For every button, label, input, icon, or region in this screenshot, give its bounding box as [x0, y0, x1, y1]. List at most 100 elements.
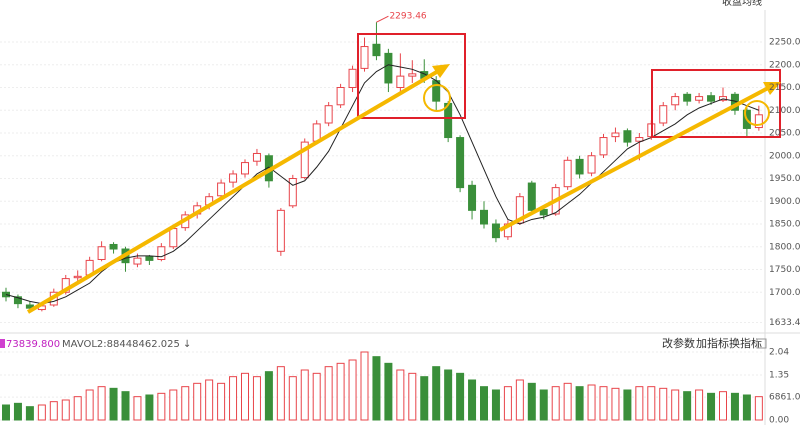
ma1-marker [0, 339, 5, 348]
volume-bar [539, 389, 548, 421]
volume-bar [659, 387, 668, 421]
candle-body [336, 87, 345, 106]
highlight-box [357, 33, 466, 119]
volume-bar [503, 386, 512, 421]
volume-bar [730, 392, 739, 421]
candle-body [252, 152, 261, 162]
candle-body [695, 96, 704, 101]
candle-body [13, 296, 22, 305]
volume-bar [348, 359, 357, 421]
candle-body [396, 75, 405, 88]
candle-body [133, 257, 142, 265]
volume-bar [2, 404, 10, 421]
y-tick-label: 2250.00 [769, 38, 800, 48]
candle-body [432, 80, 441, 102]
candle-body [360, 46, 369, 69]
candle-body [754, 114, 763, 129]
candle-body [539, 208, 548, 216]
volume-bar [384, 362, 393, 421]
y-tick-label: 1700.00 [769, 288, 800, 298]
volume-bar [707, 392, 716, 421]
close-button[interactable] [756, 338, 767, 349]
button[interactable]: 加指标 [696, 336, 729, 350]
y-tick-label: 1950.00 [769, 174, 800, 184]
y-tick-label: 1900.00 [769, 197, 800, 207]
candle-body [348, 68, 357, 89]
volume-bar [193, 382, 202, 421]
candle-body [659, 105, 668, 124]
volume-bar [25, 406, 34, 421]
button[interactable]: 换指标 [729, 336, 762, 350]
volume-bar [623, 389, 632, 421]
candle-body [288, 178, 297, 207]
volume-bar [372, 356, 381, 421]
volume-bar [396, 369, 405, 421]
volume-bar [408, 372, 417, 421]
volume-bar [169, 389, 178, 421]
candle-body [276, 209, 285, 252]
candle-body [623, 130, 632, 143]
volume-bar [241, 372, 249, 421]
volume-bar [205, 379, 214, 421]
volume-bar [575, 386, 584, 421]
volume-bar [599, 386, 608, 421]
y-tick-label: 6861.00 [769, 393, 800, 403]
candle-body [408, 73, 417, 77]
volume-bar [73, 396, 82, 421]
y-tick-label: 2000.00 [769, 151, 800, 161]
volume-bar [444, 369, 453, 421]
y-tick-label: 1633.41 [769, 318, 800, 328]
candle-body [61, 278, 70, 293]
ma1-value: 73839.800 [6, 339, 60, 350]
volume-bar [515, 379, 524, 421]
candle-body [468, 184, 477, 211]
volume-bar [61, 399, 70, 421]
candle-body [599, 137, 608, 156]
candle-body [169, 228, 178, 248]
volume-bar [456, 372, 465, 421]
highlight-circle [744, 100, 770, 126]
volume-bar [252, 376, 261, 421]
candle-body [515, 196, 524, 224]
volume-bar [288, 376, 297, 421]
trend-arrow [499, 85, 771, 232]
candle-body [109, 243, 118, 250]
y-tick-label: 1.35 [769, 371, 789, 381]
volume-bar [742, 394, 751, 421]
candle-body [671, 96, 680, 106]
volume-bar [695, 389, 704, 421]
candle-body [456, 137, 465, 189]
arrow-head [763, 82, 781, 95]
volume-bar [754, 396, 763, 421]
volume-bar [181, 386, 190, 421]
button[interactable]: 改参数 [662, 336, 695, 350]
volume-bar [360, 351, 369, 421]
volume-bar [683, 391, 692, 421]
volume-bar [480, 386, 488, 421]
ma-line [5, 64, 760, 305]
candle-body [587, 155, 596, 174]
volume-bar [587, 384, 596, 421]
candle-body [611, 132, 620, 138]
volume-bar [49, 401, 58, 421]
volume-bar [133, 396, 142, 421]
highlight-box [651, 69, 781, 138]
volume-bar [85, 389, 94, 421]
y-tick-label: 1850.00 [769, 220, 800, 230]
volume-bar [719, 391, 727, 421]
y-tick-label: 2150.00 [769, 83, 800, 93]
candle-body [241, 162, 249, 175]
toolbar-label: 收盘均线 [722, 0, 762, 8]
candle-body [491, 223, 500, 239]
volume-bar [647, 386, 656, 421]
volume-bar [611, 387, 620, 421]
volume-bar [121, 391, 130, 421]
volume-bar [336, 362, 345, 421]
max-label: 2293.46 [389, 12, 426, 22]
arrow-head [432, 64, 450, 78]
volume-bar [420, 376, 429, 421]
volume-bar [300, 369, 309, 421]
volume-bar [635, 386, 644, 421]
volume-bar [563, 382, 572, 421]
volume-bar [157, 392, 166, 421]
